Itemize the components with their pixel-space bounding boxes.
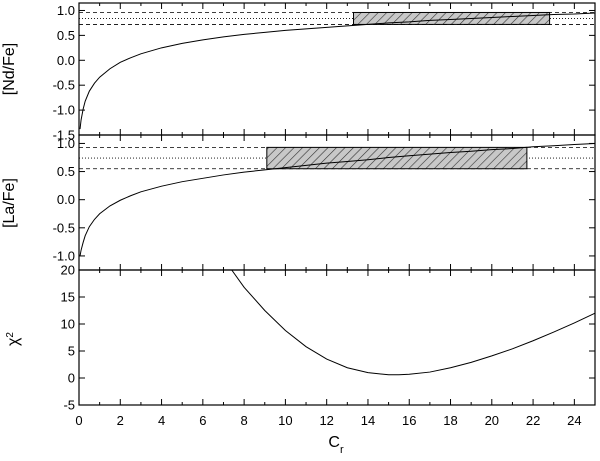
- chi2-y-tick-label: -5: [63, 398, 75, 413]
- chi2-model-curve: [231, 269, 596, 376]
- x-tick-label: 22: [526, 413, 540, 428]
- nd-fe-y-axis-label: [Nd/Fe]: [1, 43, 18, 95]
- la-fe-hatched-band: [266, 146, 528, 170]
- nd-fe-y-tick-label: 0.0: [57, 53, 75, 68]
- la-fe-y-tick-label: 0.5: [57, 164, 75, 179]
- x-tick-label: 12: [319, 413, 333, 428]
- la-fe-model-curve: [79, 142, 596, 257]
- x-tick-label: 14: [361, 413, 375, 428]
- x-tick-label: 0: [75, 413, 82, 428]
- chi2-x-ticks: [78, 270, 596, 405]
- panel-chi2: -5 0 5 10 15 20 χ2: [5, 263, 596, 413]
- nd-fe-y-ticks: -1.5 -1.0 -0.5 0.0 0.5 1.0: [53, 3, 595, 143]
- nd-fe-model-curve: [79, 12, 596, 130]
- nd-fe-y-tick-label: -1.5: [53, 128, 75, 143]
- x-tick-label: 16: [402, 413, 416, 428]
- nd-fe-y-tick-label: 1.0: [57, 3, 75, 18]
- nd-fe-fit-band: [353, 11, 551, 25]
- panel-la-fe: -1.0 -0.5 0.0 0.5 1.0 [La/Fe]: [1, 134, 596, 271]
- x-label-sub: r: [340, 444, 344, 456]
- x-axis-label: Cr: [328, 434, 344, 456]
- x-tick-label: 18: [443, 413, 457, 428]
- chi2-y-label-sup: 2: [5, 332, 16, 338]
- la-fe-fit-band: [266, 146, 528, 170]
- chi2-y-label-symbol: χ: [5, 337, 22, 346]
- chi2-y-tick-label: 0: [68, 371, 75, 386]
- chi2-y-tick-label: 5: [68, 344, 75, 359]
- nd-fe-x-ticks: [78, 3, 596, 135]
- chi2-y-axis-label: χ2: [5, 332, 23, 346]
- chi2-y-tick-label: 15: [61, 290, 75, 305]
- la-fe-y-ticks: -1.0 -0.5 0.0 0.5 1.0: [53, 136, 595, 263]
- x-tick-label: 10: [278, 413, 292, 428]
- nd-fe-y-tick-label: -1.0: [53, 103, 75, 118]
- chi2-panel-frame: [78, 269, 596, 406]
- chi2-y-ticks: -5 0 5 10 15 20: [61, 263, 595, 413]
- chi2-y-tick-label: 10: [61, 317, 75, 332]
- x-label-main: C: [328, 434, 340, 451]
- la-fe-y-tick-label: 1.0: [57, 136, 75, 151]
- x-tick-label: 4: [158, 413, 165, 428]
- la-fe-y-axis-label: [La/Fe]: [1, 178, 18, 228]
- nd-fe-y-tick-label: 0.5: [57, 28, 75, 43]
- la-fe-y-tick-label: -0.5: [53, 220, 75, 235]
- nd-fe-y-tick-label: -0.5: [53, 78, 75, 93]
- panel-nd-fe: -1.5 -1.0 -0.5 0.0 0.5 1.0 [Nd/Fe]: [1, 2, 596, 143]
- la-fe-y-tick-label: -1.0: [53, 248, 75, 263]
- x-tick-label: 2: [117, 413, 124, 428]
- la-fe-y-tick-label: 0.0: [57, 192, 75, 207]
- nd-fe-hatched-band: [353, 11, 551, 25]
- x-tick-label: 8: [241, 413, 248, 428]
- x-tick-label: 24: [567, 413, 581, 428]
- x-tick-label: 20: [485, 413, 499, 428]
- x-tick-labels: 0 2 4 6 8 10 12 14 16 18 20 22 24: [75, 413, 581, 428]
- la-fe-x-ticks: [78, 135, 596, 270]
- chi2-y-tick-label: 20: [61, 263, 75, 278]
- x-tick-label: 6: [199, 413, 206, 428]
